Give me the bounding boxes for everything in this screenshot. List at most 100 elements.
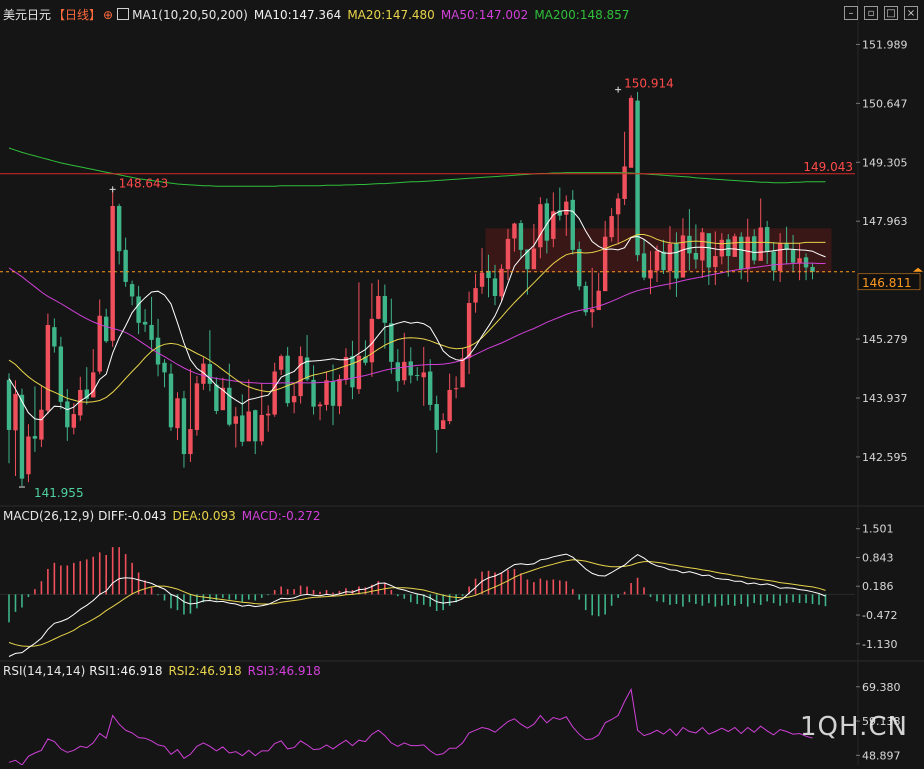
settings-icon[interactable]: ⊕ — [103, 8, 114, 22]
candle-body — [45, 324, 51, 411]
rsi1-value: RSI1:46.918 — [89, 664, 163, 678]
candle-body — [240, 415, 245, 442]
price-tick-label: 143.937 — [862, 392, 908, 405]
candle-body — [758, 227, 763, 261]
candle-body — [654, 250, 660, 271]
candle-body — [635, 100, 640, 256]
price-tick-label: 150.647 — [862, 97, 908, 110]
high-marker-label: 150.914 — [624, 77, 674, 91]
candle-body — [116, 205, 122, 252]
ma10-value: MA10:147.364 — [253, 8, 342, 22]
candle-body — [719, 239, 724, 257]
candle-body — [434, 404, 439, 430]
candle-body — [415, 375, 420, 377]
candle-body — [52, 327, 57, 347]
price-tick-label: 147.963 — [862, 215, 908, 228]
candle-body — [726, 239, 731, 257]
close-icon[interactable]: × — [904, 6, 918, 20]
candle-body — [544, 203, 550, 241]
macd-hist-value: MACD:-0.272 — [241, 509, 321, 523]
high-marker-icon — [615, 86, 622, 93]
candle-body — [207, 364, 213, 384]
ma200-value: MA200:148.857 — [534, 8, 630, 22]
maximize-icon[interactable]: □ — [884, 6, 898, 20]
candle-body — [466, 303, 472, 358]
macd-diff-line — [8, 553, 826, 657]
macd-layer — [0, 547, 855, 657]
symbol-label: 美元日元 — [3, 8, 52, 22]
candle-body — [285, 355, 290, 404]
ma20-line — [8, 234, 826, 403]
candle-body — [91, 372, 96, 398]
rsi-param-label: RSI(14,14,14) — [3, 664, 86, 678]
candle-body — [473, 288, 478, 303]
candle-body — [304, 357, 310, 380]
candle-body — [790, 249, 796, 263]
candle-body — [583, 285, 588, 313]
candle-body — [577, 249, 582, 287]
candle-body — [803, 257, 809, 268]
candle-body — [408, 361, 413, 376]
candle-body — [266, 413, 271, 416]
last-price-box — [857, 273, 921, 291]
candle-body — [700, 232, 705, 261]
candle-body — [531, 248, 537, 270]
minimize-icon[interactable]: – — [844, 6, 858, 20]
annotation-layer: 149.043 146.811 150.914 148.643 141.955 — [0, 77, 923, 500]
candle-body — [175, 398, 180, 429]
macd-dea-value: DEA:0.093 — [172, 509, 236, 523]
candle-body — [259, 414, 264, 442]
candle-body — [382, 295, 388, 323]
rsi-tick-label: 69.380 — [862, 681, 901, 694]
candle-body — [628, 97, 634, 168]
candle-body — [771, 251, 776, 271]
candle-body — [13, 393, 18, 431]
last-price-label: 146.811 — [862, 276, 912, 290]
candle-body — [499, 268, 504, 297]
indicator-icon[interactable] — [117, 8, 130, 20]
period-selector[interactable]: 【日线】 — [53, 8, 102, 22]
price-tick-label: 151.989 — [862, 38, 908, 51]
candle-body — [324, 380, 329, 405]
candle-body — [687, 235, 692, 254]
local-high-marker-label: 148.643 — [119, 176, 169, 190]
candle-body — [272, 371, 277, 415]
restore-icon[interactable]: ▫ — [864, 6, 878, 20]
rsi-tick-label: 59.138 — [862, 715, 901, 728]
ma50-line — [8, 262, 826, 384]
candle-body — [732, 236, 737, 257]
candle-body — [402, 361, 407, 381]
candle-body — [356, 355, 362, 390]
candle-body — [609, 216, 614, 238]
candle-body — [350, 356, 355, 388]
candle-body — [764, 227, 770, 252]
low-marker-label: 141.955 — [34, 486, 84, 500]
candle-body — [777, 243, 783, 271]
candle-body — [104, 316, 109, 342]
macd-tick-label: -0.472 — [862, 609, 897, 622]
candle-body — [752, 236, 757, 261]
candle-body — [337, 378, 342, 407]
candle-body — [246, 411, 251, 442]
candle-body — [680, 235, 686, 278]
watermark-logo: 1QH.CN — [800, 712, 908, 742]
candle-body — [220, 387, 226, 411]
candle-body — [188, 429, 193, 455]
candle-body — [596, 290, 601, 311]
price-tick-label: 145.279 — [862, 333, 908, 346]
candle-body — [142, 321, 148, 325]
macd-tick-label: -1.130 — [862, 638, 897, 651]
candle-body — [745, 236, 750, 270]
candle-body — [570, 199, 575, 250]
candle-body — [512, 223, 517, 239]
candle-body — [363, 356, 368, 363]
candle-body — [525, 249, 530, 270]
candle-body — [39, 409, 44, 440]
candle-body — [810, 267, 815, 272]
candle-body — [149, 324, 154, 340]
candle-body — [330, 381, 336, 406]
candle-body — [278, 356, 284, 370]
candle-body — [181, 398, 187, 455]
